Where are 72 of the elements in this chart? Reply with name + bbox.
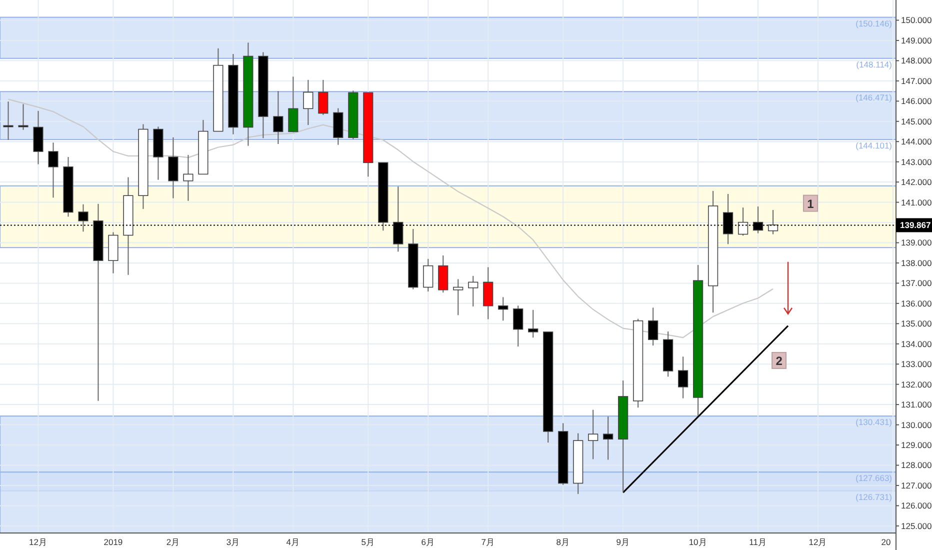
x-tick-label: 5月 — [361, 537, 376, 547]
y-tick-label: 135.000 — [901, 318, 932, 329]
candlestick — [288, 76, 298, 133]
x-tick-label: 2019 — [104, 537, 123, 547]
candlestick — [183, 154, 194, 202]
y-tick-label: 146.000 — [901, 96, 932, 106]
candlestick — [453, 278, 464, 316]
candlestick — [273, 90, 284, 145]
y-tick-label: 145.000 — [901, 116, 932, 126]
annotation: (126.731) — [856, 492, 892, 502]
candlestick — [603, 416, 614, 460]
y-tick-label: 132.000 — [901, 379, 932, 390]
candlestick — [168, 136, 178, 199]
y-tick-label: 134.000 — [901, 338, 932, 349]
y-tick-label: 130.000 — [901, 420, 932, 430]
y-tick-label: 139.000 — [901, 238, 932, 248]
y-tick-label: 141.000 — [901, 197, 932, 208]
y-tick-label: 131.000 — [901, 400, 932, 410]
annotation: 2 — [776, 354, 783, 368]
line-series — [8, 98, 774, 338]
y-tick-label: 128.000 — [901, 460, 932, 470]
candlestick — [678, 356, 688, 399]
x-tick-label: 20 — [881, 537, 891, 547]
y-tick-label: 142.000 — [901, 177, 932, 188]
y-tick-label: 144.000 — [901, 136, 932, 147]
x-tick-label: 2月 — [166, 537, 180, 547]
candlestick — [303, 79, 314, 126]
y-tick-label: 138.000 — [901, 258, 932, 268]
candlestick — [468, 275, 478, 307]
annotation: 1 — [807, 196, 814, 211]
y-tick-label: 133.000 — [901, 359, 932, 370]
y-tick-label: 127.000 — [901, 480, 932, 490]
annotation: (144.101) — [856, 140, 892, 151]
annotation: (146.471) — [856, 92, 892, 103]
x-tick-label: 6月 — [421, 537, 435, 547]
candlestick — [738, 207, 748, 236]
y-tick-label: 143.000 — [901, 156, 932, 167]
annotation: (148.114) — [856, 59, 892, 70]
candlestick — [528, 309, 538, 338]
y-tick-label: 150.000 — [901, 15, 932, 26]
annotation: (130.431) — [856, 417, 892, 428]
x-tick-label: 4月 — [286, 537, 300, 547]
y-tick-label: 148.000 — [901, 56, 932, 66]
x-tick-label: 11月 — [749, 537, 767, 547]
x-tick-label: 12月 — [808, 537, 828, 547]
y-tick-label: 149.000 — [901, 35, 932, 46]
y-tick-label: 136.000 — [901, 298, 932, 308]
candlestick — [18, 104, 28, 130]
y-tick-label: 129.000 — [901, 440, 932, 450]
candlestick — [768, 209, 778, 235]
x-tick-label: 9月 — [616, 537, 630, 547]
candlestick — [3, 101, 14, 140]
y-tick-label: 137.000 — [901, 278, 932, 288]
y-tick-label: 147.000 — [901, 76, 932, 86]
y-tick-label: 126.000 — [901, 500, 932, 511]
annotation: (150.146) — [856, 18, 892, 28]
x-tick-label: 3月 — [226, 537, 240, 547]
candlestick — [483, 266, 494, 320]
candlestick — [48, 142, 58, 198]
candlestick — [648, 307, 658, 346]
x-tick-label: 8月 — [556, 537, 570, 547]
candlestick — [588, 409, 598, 460]
ref-line-label: 139.867 — [900, 220, 931, 230]
x-tick-label: 12月 — [29, 537, 48, 547]
y-tick-label: 125.000 — [901, 520, 932, 531]
candlestick — [498, 296, 508, 322]
annotation: (127.663) — [856, 473, 892, 484]
x-tick-label: 7月 — [481, 537, 495, 547]
candlestick — [318, 79, 328, 116]
candlestick — [423, 258, 434, 292]
candlestick — [513, 305, 524, 347]
x-tick-label: 10月 — [688, 537, 708, 547]
